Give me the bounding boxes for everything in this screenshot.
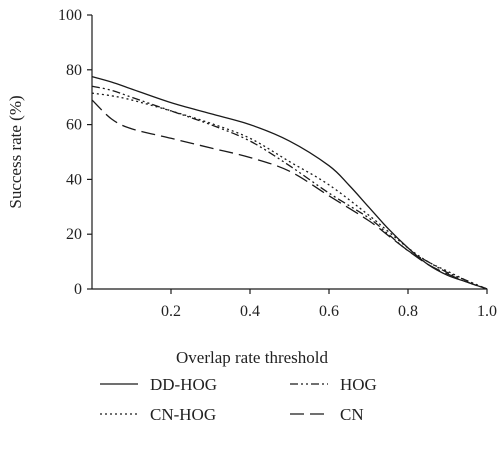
y-tick-label: 0 xyxy=(74,281,82,298)
legend-label-hog: HOG xyxy=(340,375,377,394)
series-line-cn-hog xyxy=(91,92,488,290)
x-axis-label: Overlap rate threshold xyxy=(176,348,328,367)
tick-labels: 0 20 40 60 80 100 0.2 0.4 0.6 0.8 1.0 xyxy=(58,7,497,320)
series-line-cn xyxy=(91,99,488,290)
y-axis-label: Success rate (%) xyxy=(6,95,25,208)
legend-label-cn: CN xyxy=(340,405,364,424)
x-tick-label: 0.4 xyxy=(240,303,260,320)
x-tick-label: 0.8 xyxy=(398,303,418,320)
y-tick-label: 20 xyxy=(66,226,82,243)
axes xyxy=(87,14,488,294)
y-tick-label: 100 xyxy=(58,7,82,24)
x-tick-label: 1.0 xyxy=(477,303,497,320)
y-tick-label: 60 xyxy=(66,117,82,134)
series-line-dd-hog xyxy=(91,76,488,290)
y-tick-label: 40 xyxy=(66,171,82,188)
legend-label-dd-hog: DD-HOG xyxy=(150,375,217,394)
legend: DD-HOG HOG CN-HOG CN xyxy=(100,375,377,424)
y-tick-label: 80 xyxy=(66,62,82,79)
x-tick-label: 0.2 xyxy=(161,303,181,320)
plot-area xyxy=(91,76,488,290)
x-tick-label: 0.6 xyxy=(319,303,339,320)
series-line-hog xyxy=(91,85,488,290)
legend-label-cn-hog: CN-HOG xyxy=(150,405,216,424)
